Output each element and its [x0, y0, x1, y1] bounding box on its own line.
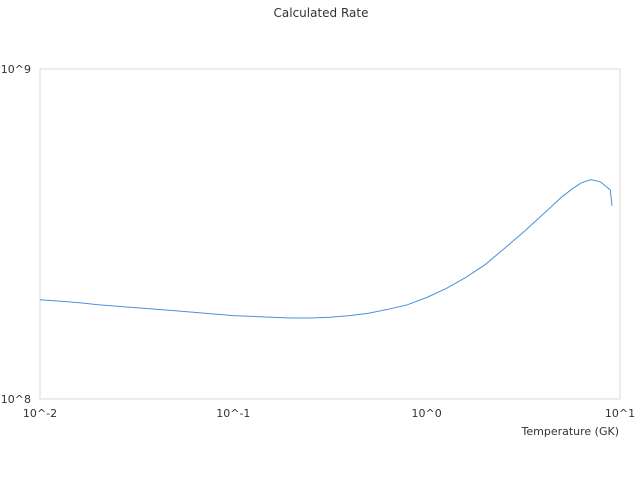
series-line: [39, 179, 613, 319]
x-tick-label: 10^0: [412, 407, 442, 420]
x-axis-label: Temperature (GK): [521, 425, 620, 438]
x-tick-label: 10^1: [605, 407, 635, 420]
x-tick-label: 10^-1: [216, 407, 250, 420]
plot-area-frame: [39, 68, 621, 400]
x-tick-label: 10^-2: [23, 407, 57, 420]
x-axis-ticks: 10^-2 10^-1 10^0 10^1: [23, 407, 635, 420]
y-tick-label: 10^9: [1, 63, 31, 76]
y-axis-ticks: 10^8 10^9: [1, 63, 31, 406]
y-tick-label: 10^8: [1, 393, 31, 406]
chart-title: Calculated Rate: [274, 6, 369, 20]
